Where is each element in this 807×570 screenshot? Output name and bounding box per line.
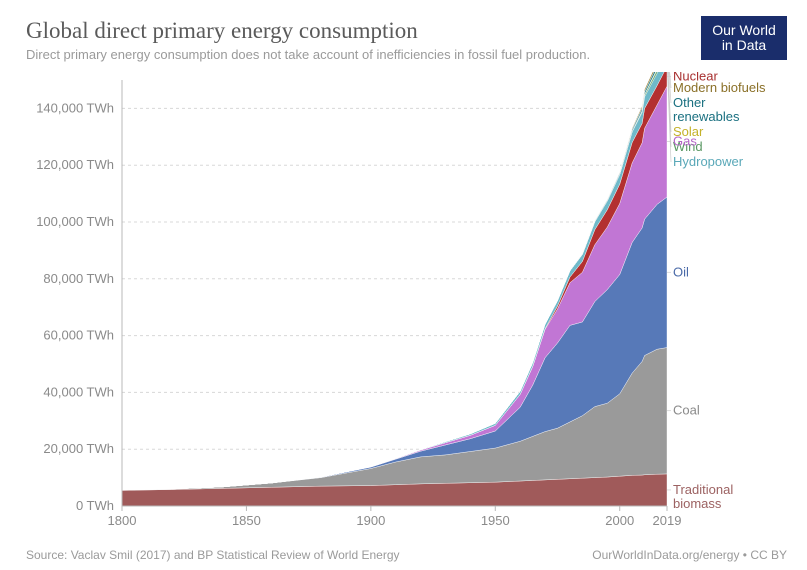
attribution-text: OurWorldInData.org/energy • CC BY [592,548,787,562]
legend-traditional_biomass: biomass [673,496,722,511]
svg-text:0 TWh: 0 TWh [76,498,114,513]
legend-coal: Coal [673,403,700,418]
legend-nuclear: Nuclear [673,72,718,83]
svg-text:140,000 TWh: 140,000 TWh [36,100,114,115]
owid-logo: Our World in Data [701,16,787,60]
legend-hydropower: Hydropower [673,154,744,169]
svg-text:1950: 1950 [481,513,510,528]
source-text: Source: Vaclav Smil (2017) and BP Statis… [26,548,400,562]
legend-other_renewables: renewables [673,109,740,124]
svg-text:100,000 TWh: 100,000 TWh [36,214,114,229]
svg-text:60,000 TWh: 60,000 TWh [43,328,114,343]
svg-text:40,000 TWh: 40,000 TWh [43,384,114,399]
svg-text:120,000 TWh: 120,000 TWh [36,157,114,172]
svg-text:80,000 TWh: 80,000 TWh [43,271,114,286]
chart-subtitle: Direct primary energy consumption does n… [26,47,787,62]
legend-traditional_biomass: Traditional [673,482,733,497]
svg-text:1850: 1850 [232,513,261,528]
legend-gas: Gas [673,134,697,149]
chart-area: 0 TWh 20,000 TWh 40,000 TWh 60,000 TWh 80,00… [26,72,787,534]
legend-other_renewables: Other [673,95,706,110]
chart-title: Global direct primary energy consumption [26,18,787,44]
svg-text:2000: 2000 [605,513,634,528]
legend-oil: Oil [673,264,689,279]
svg-text:2019: 2019 [653,513,682,528]
svg-text:1800: 1800 [108,513,137,528]
svg-text:20,000 TWh: 20,000 TWh [43,441,114,456]
svg-text:1900: 1900 [356,513,385,528]
